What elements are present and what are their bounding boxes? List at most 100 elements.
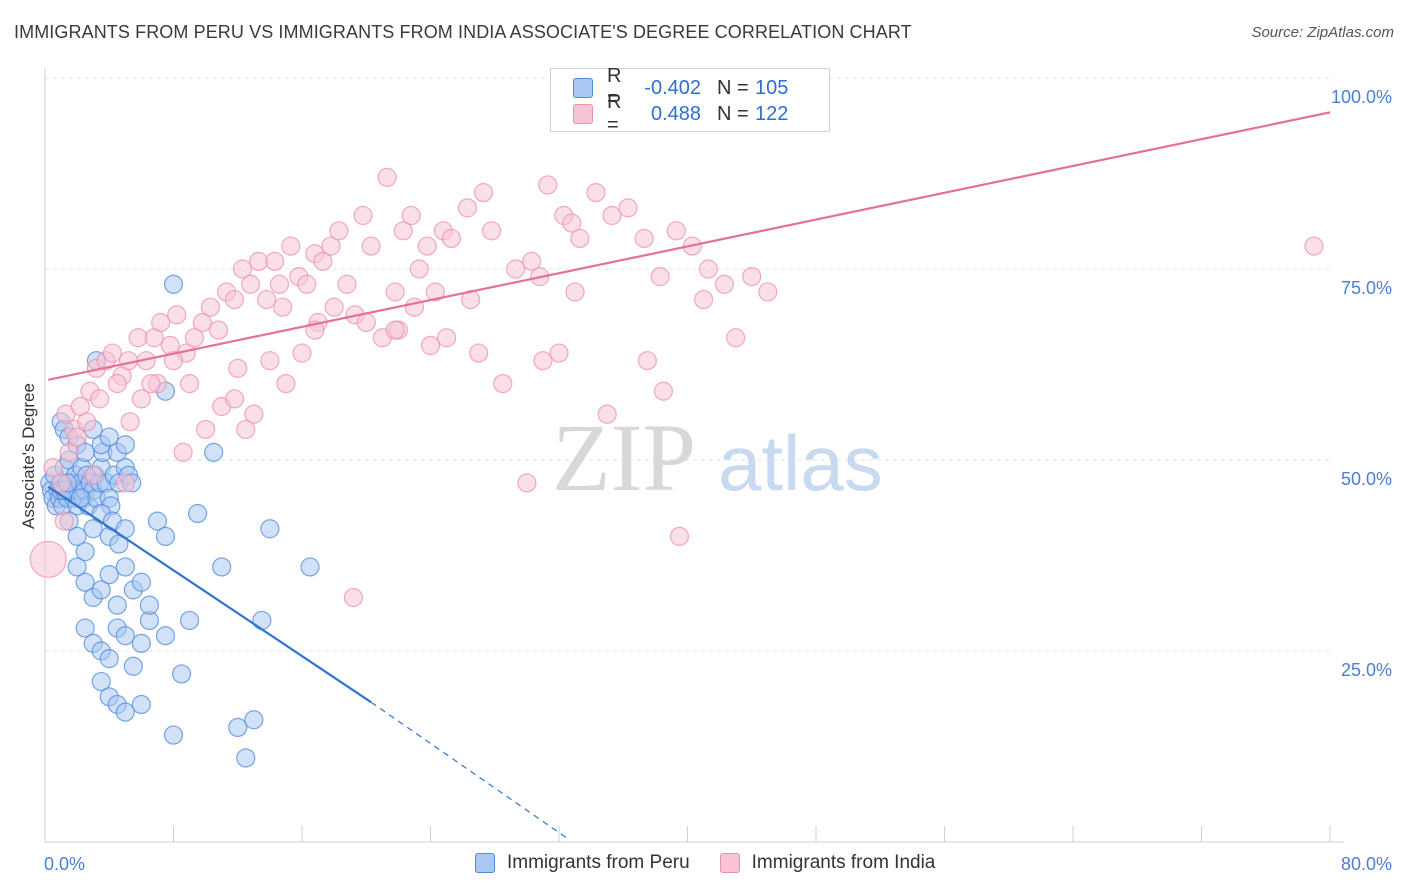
peru-point xyxy=(139,595,160,615)
india-point xyxy=(90,389,110,409)
india-point xyxy=(457,198,478,218)
legend-row-peru: R = -0.402 N = 105 xyxy=(573,65,789,110)
n-label: N = xyxy=(717,76,749,99)
india-point xyxy=(409,259,429,279)
india-point xyxy=(549,343,569,363)
india-point xyxy=(241,274,261,294)
peru-point xyxy=(155,526,176,547)
india-point xyxy=(329,221,349,241)
axes xyxy=(44,68,1344,843)
india-point xyxy=(292,343,312,363)
india-point xyxy=(420,335,441,355)
y-tick-label: 100.0% xyxy=(1331,87,1392,107)
peru-point xyxy=(67,557,87,577)
india-point xyxy=(533,351,553,371)
india-point xyxy=(59,442,79,462)
india-point xyxy=(653,381,674,401)
peru-point xyxy=(91,580,111,600)
legend-item-india[interactable]: Immigrants from India xyxy=(719,852,936,874)
india-point xyxy=(637,351,657,371)
peru-point xyxy=(75,618,95,638)
india-point xyxy=(200,297,221,317)
india-point xyxy=(353,205,373,226)
india-point xyxy=(565,282,585,302)
india-point xyxy=(401,205,421,226)
india-point xyxy=(260,351,280,371)
watermark-atlas: atlas xyxy=(718,419,883,507)
peru-swatch-icon xyxy=(475,853,495,873)
r-value: 0.488 xyxy=(650,102,701,125)
peru-point xyxy=(204,442,224,462)
india-point xyxy=(115,473,135,493)
india-point xyxy=(208,320,229,340)
tick-labels: 0.0% 80.0% 25.0% 50.0% 75.0% 100.0% xyxy=(44,87,1392,874)
peru-point xyxy=(123,656,143,676)
peru-point xyxy=(75,542,95,562)
india-point xyxy=(269,274,290,294)
india-point xyxy=(273,297,293,317)
peru-point xyxy=(179,610,200,631)
india-point xyxy=(473,183,494,203)
india-point xyxy=(618,198,638,218)
x-tick-label: 80.0% xyxy=(1341,854,1392,874)
y-tick-label: 50.0% xyxy=(1341,469,1392,489)
india-point xyxy=(385,320,405,340)
india-point xyxy=(666,221,686,241)
india-point xyxy=(425,282,445,302)
india-point xyxy=(441,228,461,249)
india-point xyxy=(517,473,537,493)
india-point xyxy=(669,526,690,547)
india-point xyxy=(167,305,187,325)
india-point xyxy=(650,267,670,287)
r-value: -0.402 xyxy=(644,76,701,99)
india-swatch-icon xyxy=(719,853,740,873)
india-point xyxy=(184,328,204,348)
india-point xyxy=(343,587,363,608)
watermark-zip: ZIP xyxy=(552,404,696,511)
india-point xyxy=(232,259,253,279)
india-point xyxy=(597,404,617,424)
india-point xyxy=(522,251,542,271)
india-point xyxy=(196,419,216,440)
legend-label-india: Immigrants from India xyxy=(751,852,936,873)
peru-point xyxy=(75,572,95,592)
peru-trend-extension xyxy=(370,701,568,839)
n-value: 122 xyxy=(755,102,789,125)
chart-title: IMMIGRANTS FROM PERU VS IMMIGRANTS FROM … xyxy=(14,22,912,42)
peru-point xyxy=(260,519,280,539)
india-point xyxy=(179,374,200,394)
india-point xyxy=(698,259,718,279)
r-label: R = xyxy=(607,91,622,136)
india-point xyxy=(83,465,103,485)
source-credit: Source: ZipAtlas.com xyxy=(1251,24,1394,41)
peru-point xyxy=(99,427,119,447)
peru-point xyxy=(131,633,151,653)
legend-label-peru: Immigrants from Peru xyxy=(507,852,690,873)
india-point xyxy=(192,312,213,333)
india-point xyxy=(128,328,148,348)
n-value: 105 xyxy=(755,76,789,99)
india-point xyxy=(77,412,97,432)
india-point xyxy=(29,540,67,578)
legend-item-peru[interactable]: Immigrants from Peru xyxy=(475,852,690,874)
india-point xyxy=(313,251,333,271)
india-point xyxy=(417,236,437,256)
peru-point xyxy=(107,595,127,615)
y-axis-label: Associate's Degree xyxy=(19,383,38,529)
india-point xyxy=(385,282,405,302)
india-point xyxy=(693,289,714,310)
india-point xyxy=(265,251,285,271)
watermark: ZIP atlas xyxy=(552,404,883,511)
peru-point xyxy=(163,725,184,745)
india-point xyxy=(151,312,171,333)
india-point xyxy=(281,236,301,256)
india-point xyxy=(67,427,87,447)
series-india-points xyxy=(29,167,1324,608)
peru-point xyxy=(115,557,135,577)
india-point xyxy=(481,221,502,241)
trend-lines xyxy=(47,111,1331,839)
india-point xyxy=(570,228,590,249)
india-point xyxy=(107,374,127,394)
peru-point xyxy=(300,557,320,577)
